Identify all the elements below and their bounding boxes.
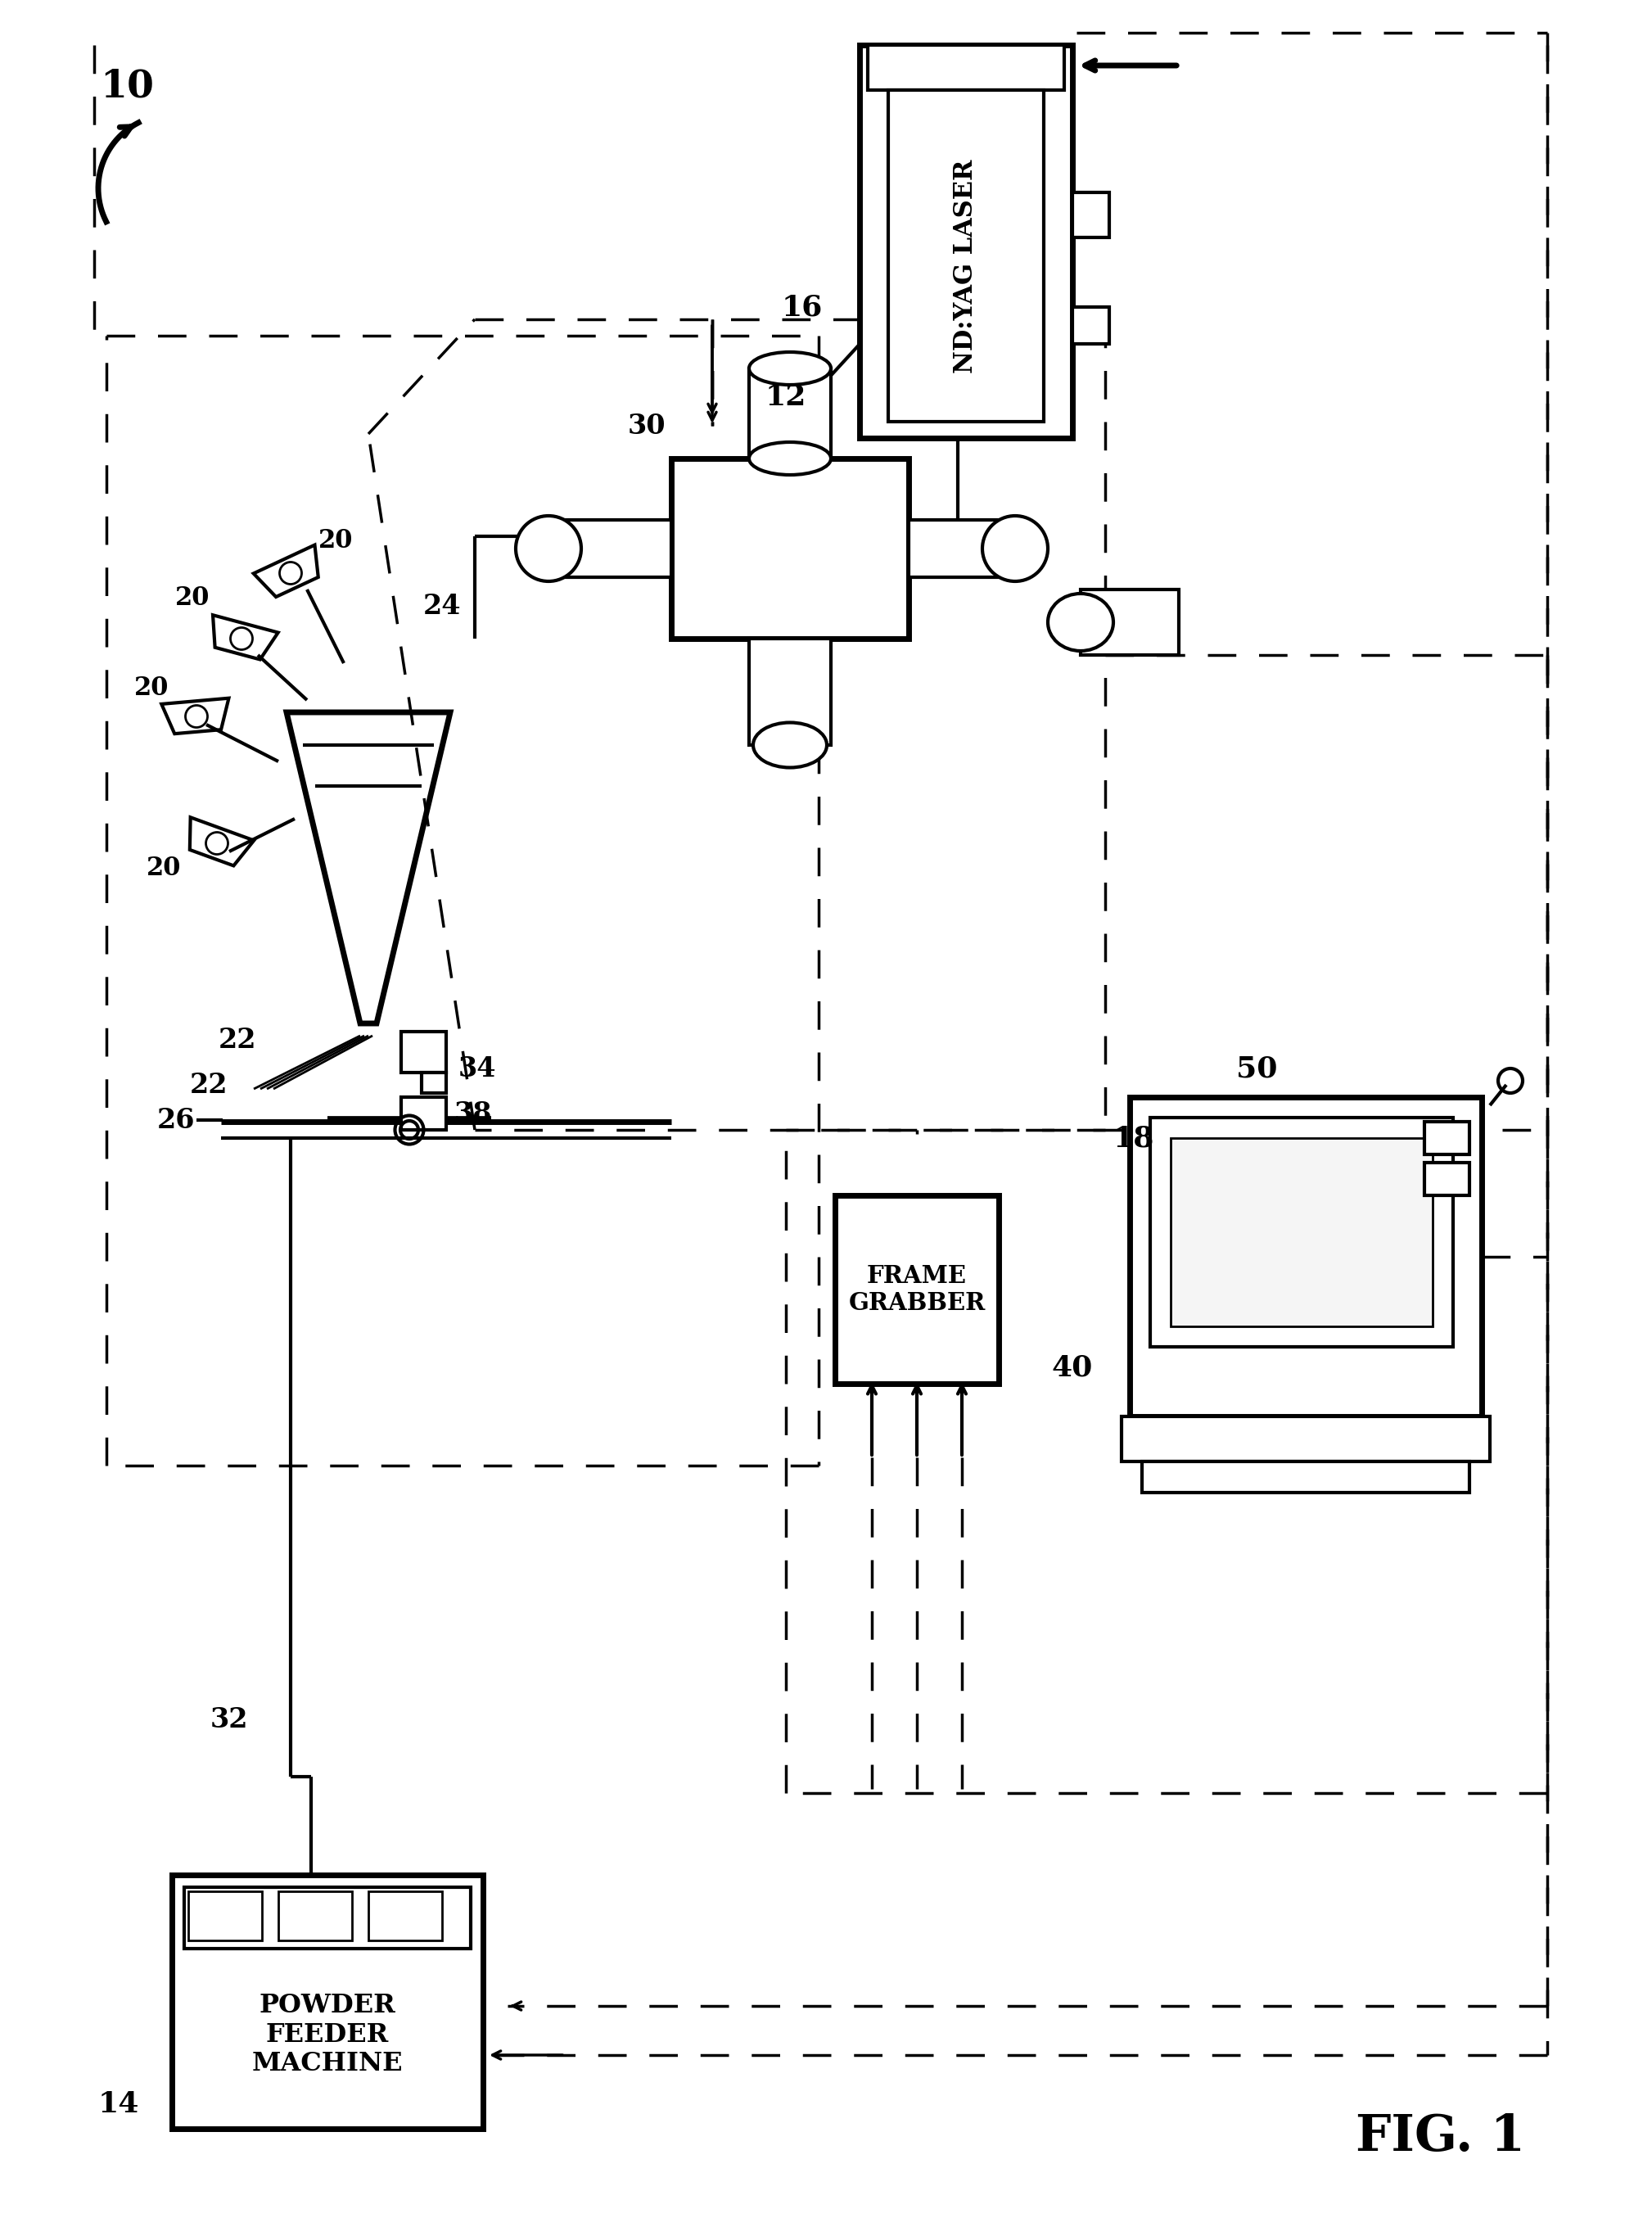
Ellipse shape [515,517,582,581]
Bar [1072,192,1108,237]
Bar [1142,1462,1469,1494]
Bar [188,1892,263,1941]
Text: 30: 30 [628,411,666,438]
Text: POWDER
FEEDER
MACHINE: POWDER FEEDER MACHINE [253,1992,403,2077]
Bar [1072,306,1108,344]
Text: 16: 16 [781,293,823,322]
Text: 18: 18 [1113,1125,1155,1152]
Ellipse shape [983,517,1047,581]
Text: 20: 20 [175,586,210,610]
Ellipse shape [1047,593,1113,651]
Bar [1424,1122,1469,1154]
Bar [671,458,909,639]
Text: 20: 20 [134,675,169,700]
Bar [1122,1415,1490,1462]
Text: 26: 26 [157,1107,195,1134]
Text: 50: 50 [1236,1055,1277,1082]
Bar [401,1031,446,1073]
Ellipse shape [748,351,831,385]
Bar [183,1887,471,1948]
Text: 32: 32 [210,1706,248,1733]
Text: 34: 34 [459,1055,497,1082]
Text: 24: 24 [423,593,461,619]
Ellipse shape [753,722,826,767]
Ellipse shape [748,443,831,474]
Bar [172,1876,482,2129]
Bar [421,1073,446,1093]
Bar [401,1098,446,1129]
Bar [368,1892,443,1941]
Bar [834,1196,999,1384]
Bar [748,369,831,458]
Text: ND:YAG LASER: ND:YAG LASER [953,159,978,373]
Text: 20: 20 [319,528,354,552]
Text: FIG. 1: FIG. 1 [1356,2113,1525,2162]
Text: 20: 20 [147,854,182,881]
Text: 22: 22 [190,1071,228,1098]
Text: 12: 12 [765,382,806,411]
Text: 14: 14 [97,2091,139,2117]
Bar [859,45,1072,438]
Text: 38: 38 [454,1100,492,1127]
Text: 10: 10 [99,67,154,105]
Text: 40: 40 [1052,1353,1094,1382]
Bar [889,89,1044,423]
Bar [548,521,671,577]
Bar [1171,1138,1432,1326]
Text: 22: 22 [218,1026,256,1053]
Bar [748,639,831,745]
Bar [1080,590,1180,655]
Bar [909,521,1014,577]
Bar [867,45,1064,89]
Bar [1150,1118,1454,1346]
Text: FRAME
GRABBER: FRAME GRABBER [849,1263,985,1315]
Bar [278,1892,352,1941]
Bar [1130,1098,1482,1415]
Bar [1424,1163,1469,1196]
